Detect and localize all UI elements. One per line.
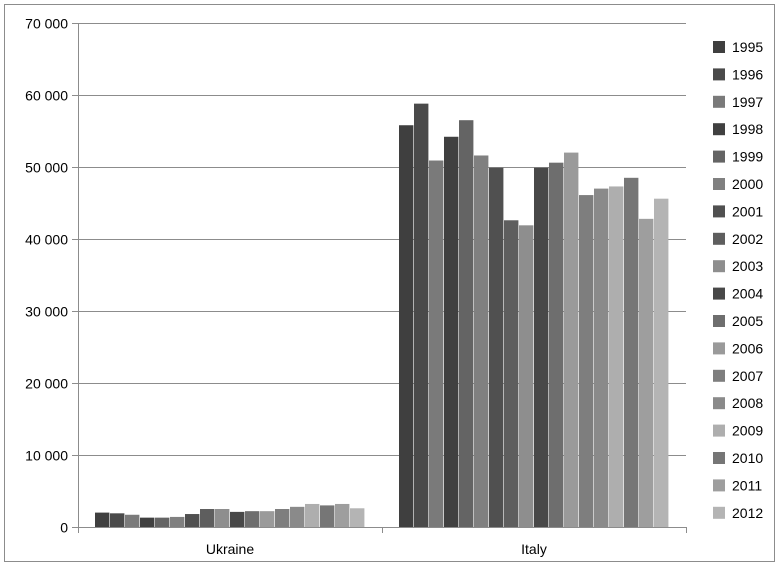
bar-italy-2010 — [624, 177, 639, 528]
bar-italy-2012 — [654, 198, 669, 527]
bar-ukraine-2000 — [170, 516, 185, 527]
bar-italy-1998 — [444, 136, 459, 527]
legend-label-2010: 2010 — [732, 450, 763, 466]
bar-ukraine-1995 — [95, 512, 110, 527]
y-tick-label: 60 000 — [25, 88, 68, 104]
legend-swatch-1998 — [713, 123, 725, 136]
bar-italy-2001 — [489, 167, 504, 527]
bar-italy-2011 — [639, 218, 654, 527]
bar-ukraine-2011 — [335, 503, 350, 527]
bar-ukraine-2009 — [305, 503, 320, 527]
bar-ukraine-1996 — [110, 513, 125, 527]
bar-italy-2008 — [594, 188, 609, 527]
bar-italy-2004 — [534, 167, 549, 527]
legend-swatch-2000 — [713, 178, 725, 190]
legend-swatch-2001 — [713, 205, 725, 218]
legend-swatch-2005 — [713, 315, 725, 327]
bar-ukraine-2001 — [185, 514, 200, 527]
y-tick-label: 10 000 — [25, 448, 68, 464]
legend-label-2011: 2011 — [732, 477, 762, 493]
legend-label-1999: 1999 — [732, 149, 763, 165]
legend-label-2007: 2007 — [732, 368, 763, 384]
y-tick-label: 0 — [60, 520, 68, 536]
legend-swatch-2011 — [713, 479, 725, 492]
bar-italy-1999 — [459, 120, 474, 527]
legend-label-1995: 1995 — [732, 39, 763, 55]
legend-label-2001: 2001 — [732, 203, 763, 219]
bar-italy-2005 — [549, 162, 564, 527]
bar-italy-2006 — [564, 152, 579, 527]
bar-ukraine-2003 — [215, 509, 230, 527]
legend-label-2000: 2000 — [732, 176, 763, 192]
legend-label-2012: 2012 — [732, 505, 763, 521]
bar-ukraine-1998 — [140, 517, 155, 527]
y-tick-label: 70 000 — [25, 16, 68, 32]
y-tick-label: 40 000 — [25, 232, 68, 248]
legend-swatch-2006 — [713, 342, 725, 355]
legend-label-2002: 2002 — [732, 231, 763, 247]
x-category-label: Italy — [521, 541, 547, 557]
bar-italy-1996 — [414, 103, 429, 527]
legend-label-2006: 2006 — [732, 340, 763, 356]
bar-italy-2009 — [609, 186, 624, 527]
y-tick-label: 50 000 — [25, 160, 68, 176]
bar-italy-2007 — [579, 195, 594, 527]
y-tick-label: 20 000 — [25, 376, 68, 392]
x-axis-category-labels: Ukraine Italy — [206, 541, 547, 557]
legend-label-2009: 2009 — [732, 423, 763, 439]
legend-label-1996: 1996 — [732, 66, 763, 82]
y-axis-tick-labels: 0 10 000 20 000 30 000 40 000 50 000 60 000 70 … — [25, 16, 68, 536]
bar-italy-2002 — [504, 220, 519, 527]
bar-ukraine-2012 — [350, 508, 365, 527]
x-category-label: Ukraine — [206, 541, 254, 557]
x-axis — [78, 23, 687, 533]
bars — [95, 103, 669, 528]
legend-swatch-2003 — [713, 260, 725, 273]
legend: 1995 1996 1997 1998 1999 2000 2001 2002 2003 2004… — [713, 39, 763, 521]
bar-ukraine-2005 — [245, 511, 260, 527]
legend-swatch-1996 — [713, 68, 725, 81]
legend-label-1998: 1998 — [732, 121, 763, 137]
chart-frame — [4, 4, 775, 562]
y-tick-label: 30 000 — [25, 304, 68, 320]
legend-swatch-2008 — [713, 397, 725, 410]
legend-swatch-1995 — [713, 41, 725, 53]
legend-swatch-2007 — [713, 369, 725, 382]
legend-swatch-2004 — [713, 287, 725, 300]
bar-ukraine-2002 — [200, 509, 215, 527]
bar-italy-2000 — [474, 155, 489, 528]
bar-ukraine-1997 — [125, 514, 140, 527]
bar-italy-1995 — [399, 125, 414, 528]
legend-swatch-1997 — [713, 95, 725, 108]
legend-swatch-2012 — [713, 506, 725, 519]
gridlines — [72, 23, 686, 528]
legend-label-2004: 2004 — [732, 286, 763, 302]
legend-swatch-1999 — [713, 150, 725, 163]
legend-swatch-2009 — [713, 424, 725, 437]
bar-ukraine-2010 — [320, 505, 335, 527]
legend-label-2008: 2008 — [732, 395, 763, 411]
bar-ukraine-2007 — [275, 509, 290, 527]
legend-swatch-2010 — [713, 452, 725, 464]
legend-swatch-2002 — [713, 232, 725, 245]
legend-label-1997: 1997 — [732, 94, 763, 110]
legend-label-2005: 2005 — [732, 313, 763, 329]
bar-ukraine-2008 — [290, 506, 305, 527]
bar-ukraine-2004 — [230, 511, 245, 527]
bar-italy-1997 — [429, 160, 444, 527]
bar-ukraine-1999 — [155, 517, 170, 527]
bar-ukraine-2006 — [260, 511, 275, 527]
bar-italy-2003 — [519, 225, 534, 527]
legend-label-2003: 2003 — [732, 258, 763, 274]
